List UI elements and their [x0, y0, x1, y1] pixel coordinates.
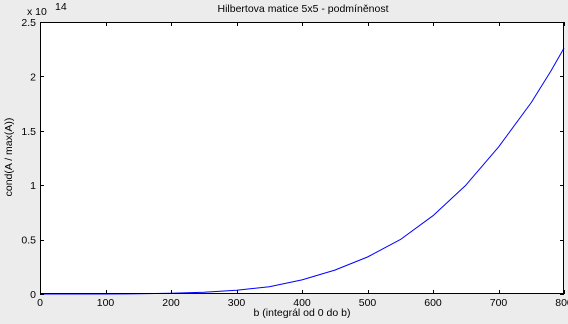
x-tick-label: 400 [293, 297, 311, 309]
y-tick-label: 0 [30, 289, 36, 301]
y-tick-label: 0.5 [21, 235, 36, 247]
chart-title: Hilbertova matice 5x5 - podmíněnost [218, 3, 389, 15]
ticks-layer: 0 100 200 300 400 500 600 700 800 0 0.5 1 1.5 2 2.5 [21, 17, 568, 309]
x-tick-label: 800 [555, 297, 568, 309]
x-tick-label: 0 [37, 297, 43, 309]
x-tick-label: 200 [162, 297, 180, 309]
y-axis-exponent-power: 14 [55, 1, 67, 13]
plot-area [40, 22, 564, 294]
y-tick-label: 2 [30, 71, 36, 83]
y-axis-exponent-base: x 10 [27, 6, 47, 18]
y-axis-label: cond(A / max(A)) [3, 118, 15, 197]
x-axis-label: b (integrál od 0 do b) [254, 307, 351, 319]
y-tick-label: 2.5 [21, 17, 36, 29]
x-tick-label: 500 [359, 297, 377, 309]
x-tick-label: 300 [228, 297, 246, 309]
y-tick-label: 1 [30, 180, 36, 192]
x-tick-label: 100 [97, 297, 115, 309]
x-tick-label: 600 [424, 297, 442, 309]
x-tick-label: 700 [490, 297, 508, 309]
y-tick-label: 1.5 [21, 126, 36, 138]
